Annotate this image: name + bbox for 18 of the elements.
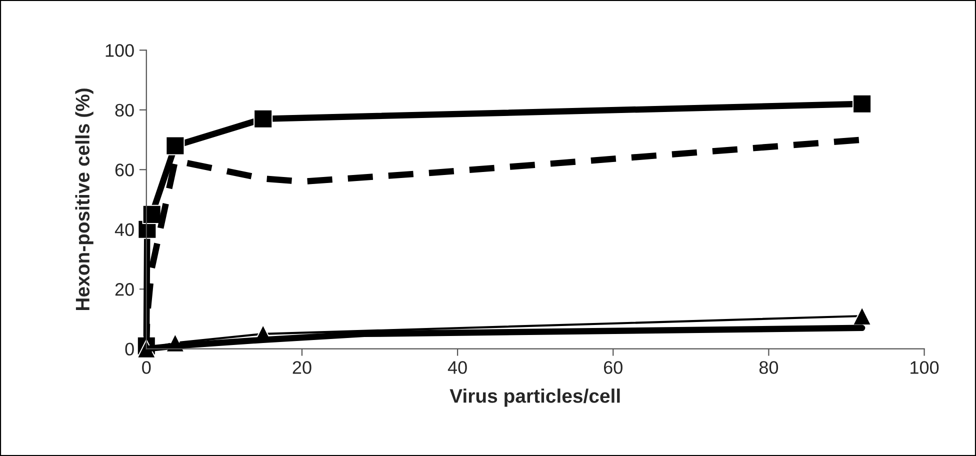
y-tick-label: 60: [115, 164, 134, 176]
y-tick-label: 80: [115, 104, 134, 117]
y-tick-label: 0: [125, 342, 134, 356]
point: [254, 109, 273, 128]
point: [166, 136, 185, 156]
y-tick-label: 40: [114, 223, 134, 236]
x-tick-label: 100: [910, 361, 939, 374]
x-tick-label: 20: [292, 361, 312, 374]
point: [852, 306, 872, 326]
x-tick-label: 40: [448, 361, 467, 374]
y-tick-label: 100: [106, 44, 134, 57]
x-axis-title: Virus particles/cell: [450, 388, 620, 407]
x-tick-label: 0: [142, 361, 151, 374]
point: [852, 94, 872, 114]
x-tick-label: 80: [759, 361, 778, 374]
x-tick-label: 60: [604, 361, 622, 374]
y-axis-title: Hexon-positive cells (%): [75, 88, 94, 310]
y-tick-label: 20: [115, 283, 134, 296]
